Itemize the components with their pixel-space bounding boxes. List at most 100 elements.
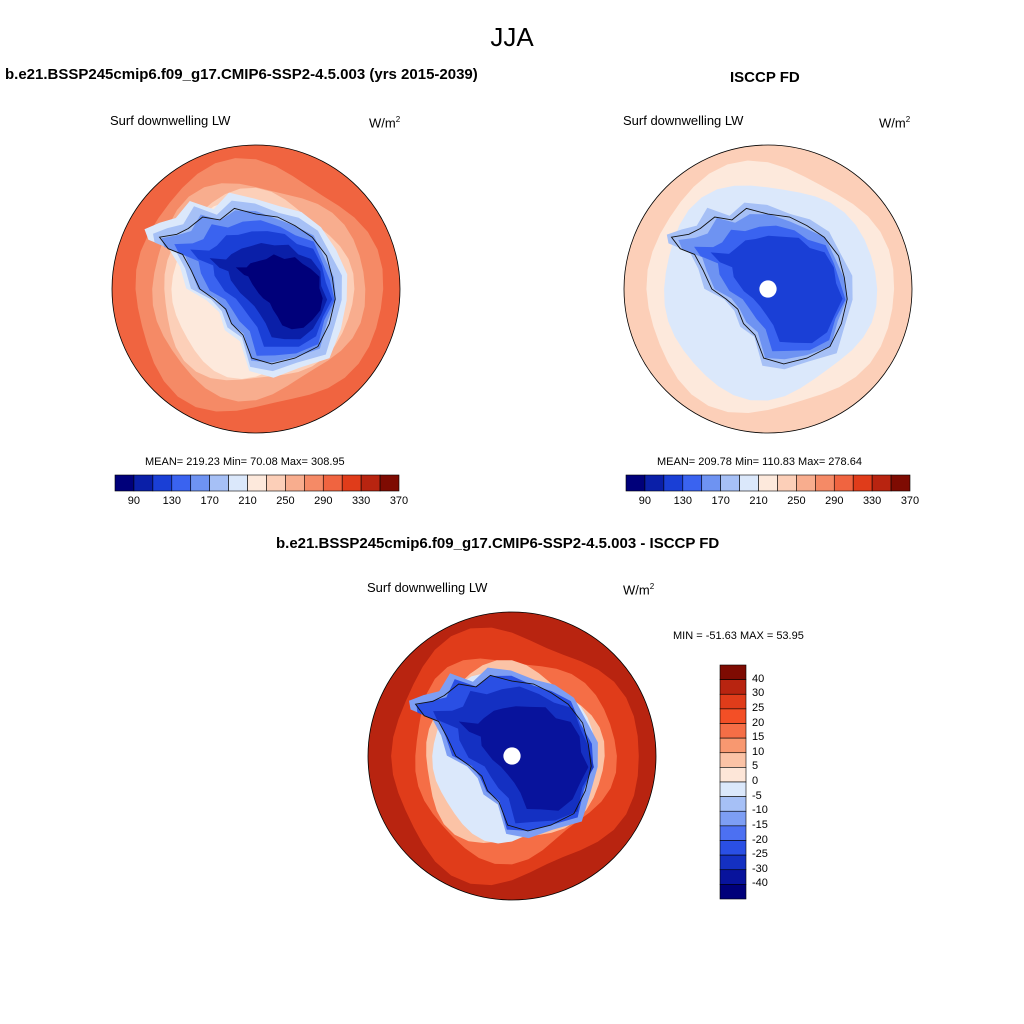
diff-polar-map [367,611,657,901]
colorbar-swatch [739,474,759,492]
model-variable-label: Surf downwelling LW [110,113,231,128]
colorbar-tick-label: 30 [752,687,765,700]
obs-colorbar-ticks: 90 130 170 210 250 290 330 370 [626,495,919,509]
colorbar-tick-label: 15 [752,731,765,744]
colorbar-swatch [719,884,747,900]
colorbar-swatch [719,796,747,812]
colorbar-tick-label: -40 [752,877,768,890]
colorbar-swatch [833,474,854,492]
colorbar-tick-label: -15 [752,818,768,831]
model-panel-title: b.e21.BSSP245cmip6.f09_g17.CMIP6-SSP2-4.… [5,66,478,83]
colorbar-swatch [719,854,747,871]
colorbar-swatch [720,474,740,492]
colorbar-swatch [285,474,305,492]
colorbar-swatch [360,474,381,492]
colorbar-tick-label: 20 [752,716,765,729]
contour-band [458,706,589,811]
diff-variable-label: Surf downwelling LW [367,580,488,595]
colorbar-tick-label: 290 [825,495,844,507]
colorbar-swatch [701,474,721,492]
colorbar-tick-label: 90 [638,495,652,507]
diff-panel-title: b.e21.BSSP245cmip6.f09_g17.CMIP6-SSP2-4.… [276,535,720,552]
obs-stats: MEAN= 209.78 Min= 110.83 Max= 278.64 [657,456,862,468]
colorbar-swatch [719,781,747,797]
colorbar-swatch [341,474,362,492]
colorbar-swatch [133,474,154,492]
model-colorbar [114,474,400,492]
obs-colorbar [625,474,911,492]
colorbar-swatch [379,474,400,492]
colorbar-tick-label: 330 [351,495,371,507]
model-units: W/m2 [369,115,401,131]
contour-band [235,254,323,330]
colorbar-swatch [719,810,747,827]
obs-polar-map [623,144,913,434]
colorbar-swatch [719,679,747,695]
colorbar-swatch [190,474,210,492]
colorbar-swatch [322,474,343,492]
coastline [670,207,848,365]
colorbar-tick-label: -5 [752,789,762,802]
colorbar-swatch [209,474,229,492]
colorbar-tick-label: -20 [752,833,768,846]
colorbar-tick-label: 370 [900,495,920,507]
colorbar-tick-label: 210 [749,495,768,507]
colorbar-tick-label: -30 [752,862,768,875]
map-border [367,611,657,901]
colorbar-swatch [815,474,835,492]
colorbar-swatch [152,474,173,492]
colorbar-tick-label: 130 [162,495,181,507]
colorbar-tick-label: 90 [127,495,141,507]
colorbar-tick-label: 250 [276,495,295,507]
colorbar-swatch [114,474,135,492]
colorbar-swatch [625,474,646,492]
model-stats: MEAN= 219.23 Min= 70.08 Max= 308.95 [145,456,345,468]
obs-units: W/m2 [879,115,911,131]
colorbar-tick-label: 25 [752,701,765,714]
colorbar-tick-label: 170 [200,495,219,507]
colorbar-swatch [719,840,747,856]
diff-colorbar-ticks: 40 30 25 20 15 10 5 0 -5 -10 -15 -20 -25 -30 -40 [752,665,792,905]
colorbar-tick-label: 210 [238,495,257,507]
colorbar-swatch [663,474,684,492]
missing-data-pole [503,747,521,765]
colorbar-swatch [719,708,747,724]
model-polar-map [111,144,401,434]
coastline [414,674,592,832]
colorbar-tick-label: 290 [314,495,333,507]
coastline [158,207,336,365]
colorbar-swatch [644,474,665,492]
colorbar-swatch [852,474,873,492]
colorbar-tick-label: 0 [752,775,759,787]
diff-stats: MIN = -51.63 MAX = 53.95 [673,630,804,642]
obs-panel-title: ISCCP FD [730,69,800,86]
colorbar-tick-label: 130 [673,495,692,507]
colorbar-swatch [719,869,747,885]
diff-colorbar [719,664,747,900]
colorbar-swatch [719,723,747,739]
obs-variable-label: Surf downwelling LW [623,113,744,128]
colorbar-swatch [796,474,816,492]
colorbar-swatch [171,474,192,492]
colorbar-tick-label: 170 [711,495,730,507]
colorbar-tick-label: 10 [752,745,765,758]
colorbar-swatch [719,767,747,783]
colorbar-swatch [247,474,267,492]
colorbar-tick-label: -25 [752,848,768,861]
colorbar-tick-label: 250 [787,495,806,507]
colorbar-tick-label: 5 [752,760,759,773]
model-colorbar-ticks: 90 130 170 210 250 290 330 370 [115,495,408,509]
colorbar-tick-label: 370 [389,495,409,507]
colorbar-swatch [719,825,747,841]
missing-data-pole [759,280,777,298]
diff-units: W/m2 [623,582,655,598]
colorbar-swatch [871,474,892,492]
colorbar-tick-label: -10 [752,804,768,817]
colorbar-swatch [719,664,747,680]
colorbar-swatch [719,737,747,754]
colorbar-swatch [890,474,911,492]
map-border [623,144,913,434]
colorbar-swatch [266,474,286,492]
colorbar-swatch [304,474,324,492]
figure-title: JJA [490,22,534,52]
